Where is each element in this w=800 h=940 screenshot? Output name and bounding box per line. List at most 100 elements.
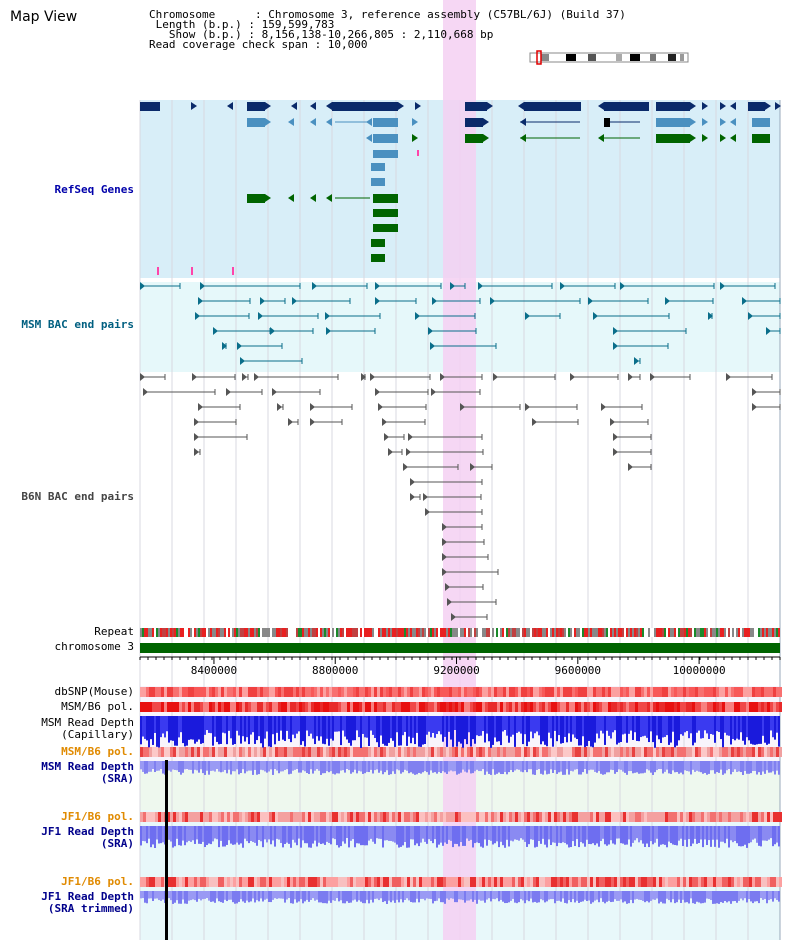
- jf1-pol2-strip: [179, 877, 182, 887]
- track-label-jf1-depth-trimmed: JF1 Read Depth (SRA trimmed): [41, 890, 134, 915]
- dbsnp-strip: [626, 687, 629, 697]
- msm-capillary-depth-bar: [178, 716, 180, 738]
- msm-capillary-depth-bar: [490, 716, 492, 748]
- jf1-trimmed-depth-bar: [676, 891, 678, 903]
- jf1-trimmed-depth-bar: [756, 891, 758, 902]
- msm-pol-strip: [608, 702, 611, 712]
- jf1-pol2-strip: [734, 877, 737, 887]
- repeat-segment: [426, 628, 428, 637]
- msm-pol-strip: [728, 702, 731, 712]
- jf1-sra-depth-bar: [216, 826, 218, 840]
- repeat-segment: [618, 628, 620, 637]
- msm-sra-depth-bar: [346, 761, 348, 770]
- dbsnp-strip: [344, 687, 347, 697]
- jf1-sra-depth-bar: [304, 826, 306, 844]
- ideogram-band: [566, 54, 576, 61]
- msm-pol-strip: [248, 702, 251, 712]
- jf1-pol2-strip: [557, 877, 560, 887]
- jf1-trimmed-depth-bar: [160, 891, 162, 901]
- jf1-pol2-strip: [578, 877, 581, 887]
- track-label-msm-bac[interactable]: MSM BAC end pairs: [21, 318, 134, 331]
- jf1-trimmed-depth-bar: [464, 891, 466, 903]
- jf1-sra-depth-bar: [682, 826, 684, 847]
- msm-pol2-strip: [290, 747, 293, 757]
- msm-capillary-depth-bar: [480, 716, 482, 736]
- bac-end: [213, 327, 218, 335]
- msm-pol-strip: [623, 702, 626, 712]
- repeat-segment: [476, 628, 478, 637]
- msm-sra-depth-bar: [372, 761, 374, 774]
- jf1-trimmed-depth-bar: [710, 891, 712, 901]
- msm-sra-depth-bar: [538, 761, 540, 770]
- msm-capillary-depth-bar: [344, 716, 346, 737]
- jf1-sra-depth-bar: [350, 826, 352, 841]
- jf1-trimmed-depth-bar: [634, 891, 636, 900]
- gene-mark: [157, 267, 159, 275]
- msm-pol-strip: [581, 702, 584, 712]
- jf1-pol2-strip: [683, 877, 686, 887]
- jf1-trimmed-depth-bar: [416, 891, 418, 899]
- jf1-sra-depth-bar: [318, 826, 320, 843]
- jf1-pol2-strip: [572, 877, 575, 887]
- msm-pol2-strip: [398, 747, 401, 757]
- jf1-trimmed-depth-bar: [298, 891, 300, 902]
- jf1-trimmed-depth-bar: [388, 891, 390, 901]
- repeat-segment: [170, 628, 172, 637]
- jf1-trimmed-depth-bar: [590, 891, 592, 904]
- repeat-segment: [580, 628, 582, 637]
- jf1-sra-depth-bar: [332, 826, 334, 839]
- jf1-pol2-strip: [380, 877, 383, 887]
- jf1-trimmed-depth-bar: [328, 891, 330, 901]
- track-label-b6n-bac[interactable]: B6N BAC end pairs: [21, 490, 134, 503]
- msm-capillary-depth-bar: [208, 716, 210, 733]
- msm-pol2-strip: [452, 747, 455, 757]
- jf1-pol2-strip: [599, 877, 602, 887]
- msm-capillary-depth-bar: [410, 716, 412, 744]
- jf1-pol-strip: [371, 812, 374, 822]
- msm-pol2-strip: [284, 747, 287, 757]
- msm-capillary-depth-bar: [666, 716, 668, 736]
- msm-pol2-strip: [149, 747, 152, 757]
- msm-pol2-strip: [668, 747, 671, 757]
- msm-pol-strip: [428, 702, 431, 712]
- jf1-sra-depth-bar: [358, 826, 360, 844]
- ideogram-band: [680, 54, 684, 61]
- gene-arrow: [398, 102, 404, 110]
- jf1-trimmed-depth-bar: [308, 891, 310, 902]
- jf1-trimmed-depth-bar: [330, 891, 332, 903]
- repeat-segment: [626, 628, 628, 637]
- jf1-sra-depth-bar: [564, 826, 566, 843]
- dbsnp-strip: [566, 687, 569, 697]
- msm-sra-depth-bar: [202, 761, 204, 774]
- msm-pol-strip: [143, 702, 146, 712]
- msm-pol-strip: [419, 702, 422, 712]
- msm-pol-strip: [389, 702, 392, 712]
- jf1-pol-strip: [272, 812, 275, 822]
- jf1-pol2-strip: [722, 877, 725, 887]
- jf1-sra-depth-bar: [518, 826, 520, 841]
- repeat-segment: [146, 628, 148, 637]
- msm-capillary-depth-bar: [412, 716, 414, 738]
- msm-pol-strip: [233, 702, 236, 712]
- msm-pol-strip: [752, 702, 755, 712]
- msm-capillary-depth-bar: [626, 716, 628, 743]
- track-label-refseq-genes[interactable]: RefSeq Genes: [54, 183, 134, 196]
- jf1-pol-strip: [422, 812, 425, 822]
- msm-sra-depth-bar: [460, 761, 462, 773]
- repeat-segment: [544, 628, 546, 637]
- jf1-sra-depth-bar: [776, 826, 778, 843]
- jf1-trimmed-depth-bar: [618, 891, 620, 901]
- jf1-pol-strip: [560, 812, 563, 822]
- msm-capillary-depth-bar: [744, 716, 746, 745]
- msm-sra-depth-bar: [178, 761, 180, 773]
- repeat-segment: [374, 628, 376, 637]
- jf1-trimmed-depth-bar: [568, 891, 570, 901]
- jf1-trimmed-depth-bar: [380, 891, 382, 899]
- dbsnp-strip: [659, 687, 662, 697]
- repeat-segment: [546, 628, 548, 637]
- jf1-pol2-strip: [464, 877, 467, 887]
- msm-capillary-depth-bar: [568, 716, 570, 734]
- repeat-segment: [276, 628, 278, 637]
- repeat-segment: [576, 628, 578, 637]
- jf1-pol2-strip: [740, 877, 743, 887]
